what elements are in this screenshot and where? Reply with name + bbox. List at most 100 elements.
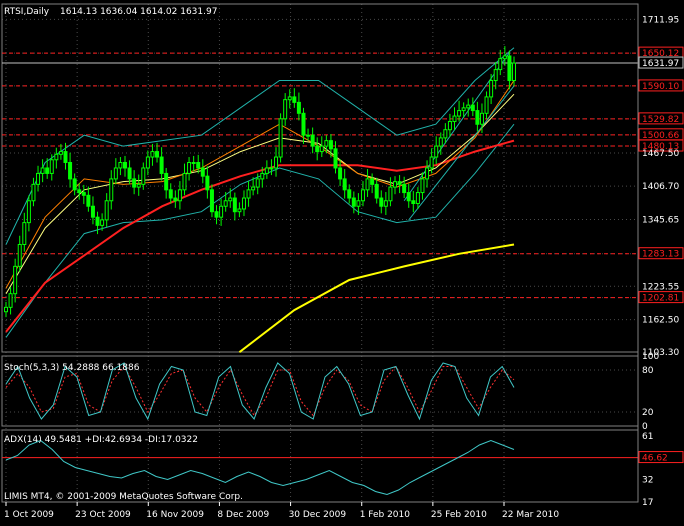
price-tick-label: 1500.66 [642,131,679,141]
candle-body [306,134,311,137]
candle-body [13,265,18,295]
candle-body [132,178,137,188]
adx-tick-label: 61 [642,432,653,442]
candle-body [246,189,251,199]
price-tick-label: 1406.70 [642,182,679,192]
price-panel-frame [1,3,639,353]
date-tick-label: 1 Feb 2010 [360,510,411,520]
candle-body [333,148,338,169]
candle-body [443,129,448,139]
candle-body [118,162,123,169]
candle-body [122,162,127,169]
candle-body [155,151,160,158]
price-tick-label: 1223.55 [642,282,679,292]
candle-body [182,172,187,191]
price-tick-label: 1711.95 [642,15,679,25]
price-tick-label: 1650.12 [642,49,679,59]
moving-averages [5,52,515,353]
candle-body [77,189,82,194]
candle-body [191,162,196,165]
grid [2,4,638,502]
candle-body [328,140,333,150]
candle-body [264,167,269,174]
price-label-box [638,79,684,92]
candle-body [296,101,301,114]
symbol-label: RTSI,Daily [4,7,50,17]
panel-borders [1,3,639,503]
candle-body [512,62,516,82]
stoch-title: Stoch(5,3,3) 54.2888 66.1886 [4,363,140,373]
candle-body [63,151,68,164]
price-tick-label: 1467.50 [642,149,679,159]
candle-body [425,167,430,180]
date-tick-label: 25 Feb 2010 [431,510,487,520]
candle-body [374,183,379,199]
candle-body [365,178,370,191]
price-tick-label: 1345.65 [642,216,679,226]
candle-body [251,186,256,191]
date-tick-label: 30 Dec 2009 [289,510,347,520]
adx-tick-label: 46.62 [642,454,668,464]
candle-body [255,178,260,188]
adx-panel [2,439,638,496]
candle-body [17,243,22,267]
copyright-text: LIMIS MT4, © 2001-2009 MetaQuotes Softwa… [4,492,243,502]
candle-body [219,205,224,218]
stoch-main-line [5,362,515,421]
candle-body [429,156,434,169]
adx-label-box [638,451,684,464]
candle-body [310,134,315,147]
candle-body [338,167,343,180]
trend-line-lower [408,85,515,221]
candle-body [177,189,182,202]
candle-body [187,162,192,174]
price-tick-label: 1103.30 [642,348,679,358]
candle-body [260,172,265,180]
ma-long-line [238,243,515,353]
date-tick-label: 22 Mar 2010 [502,510,559,520]
candle-body [223,200,228,207]
candle-body [475,110,480,125]
candle-body [31,183,36,202]
stoch-tick-label: 20 [642,408,654,418]
candle-body [479,112,484,125]
candle-body [4,306,8,313]
candle-body [411,200,416,204]
adx-tick-label: 32 [642,476,653,486]
stochastic-panel [2,362,638,421]
adx-title: ADX(14) 49.5481 +DI:42.6934 -DI:17.0322 [4,435,198,445]
candle-body [141,167,146,185]
candle-body [356,200,361,207]
candle-body [457,110,462,117]
date-tick-label: 23 Oct 2009 [75,510,131,520]
candle-body [72,178,77,191]
candle-body [269,167,274,170]
candle-body [498,58,503,71]
trend-line-upper [403,52,510,202]
candle-body [415,192,420,204]
candle-body [45,167,50,174]
candle-body [159,156,164,174]
candle-body [109,178,114,202]
adx-line [5,439,515,496]
candle-body [452,115,457,123]
candle-body [173,197,178,202]
candle-body [232,197,237,213]
candle-body [200,167,205,177]
candle-body [209,189,214,213]
candle-body [287,96,292,101]
candle-body [8,293,13,308]
candle-body [278,118,283,158]
candle-body [324,140,329,147]
candle-body [342,178,347,191]
candle-body [301,112,306,136]
price-tick-label: 1202.81 [642,294,679,304]
candle-body [81,192,86,196]
bollinger-bands [5,47,515,338]
candle-body [113,167,118,180]
candle-body [388,186,393,202]
candle-body [315,145,320,153]
candle-body [86,194,91,207]
